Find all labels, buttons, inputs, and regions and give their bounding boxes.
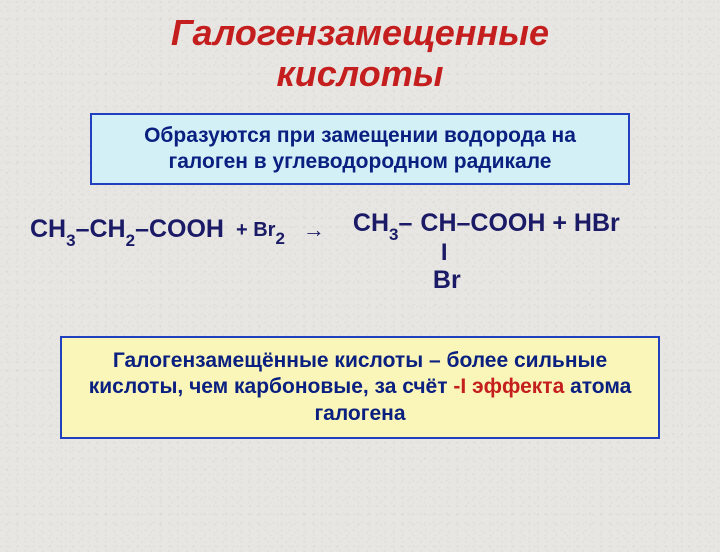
title-line2: кислоты [277,53,444,94]
product-branch: I Br [417,240,620,294]
reactant-dash2: – [135,215,149,243]
product-main-line: CH3– CH–COOH + HBr [353,209,620,242]
product-formula: CH3– CH–COOH + HBr I Br [353,209,620,294]
definition-box: Образуются при замещении водорода на гал… [90,113,630,186]
reagent-plus: + Br [236,219,275,241]
definition-text: Образуются при замещении водорода на гал… [144,124,576,173]
product-ch3: CH [353,209,389,237]
reactant-sub2: 2 [126,231,135,250]
reaction-equation: CH3–CH2–COOH + Br2 → CH3– CH–COOH + HBr … [0,213,720,294]
property-box: Галогензамещённые кислоты – более сильны… [60,336,660,439]
branch-br-atom: Br [433,267,620,295]
product-ch3-group: CH3– [353,209,412,242]
reagent-sub2: 2 [275,229,284,248]
product-sub3: 3 [389,225,398,244]
reactant-sub3: 3 [66,231,75,250]
slide-title: Галогензамещенные кислоты [0,12,720,95]
title-line1: Галогензамещенные [171,12,549,53]
product-dash1: – [398,209,412,237]
property-highlight: -I эффекта [453,375,564,398]
reactant-ch2: CH [89,215,125,243]
reactant-dash1: – [76,215,90,243]
reactant-formula: CH3–CH2–COOH [30,215,224,248]
branch-connector: I [441,240,620,266]
reagent: + Br2 [236,219,285,246]
reactant-ch3: CH [30,215,66,243]
arrow-symbol: → [303,217,325,242]
reaction-arrow: → [303,217,325,243]
reactant-cooh: COOH [149,215,224,243]
product-ch-cooh: CH–COOH + HBr [420,209,619,238]
